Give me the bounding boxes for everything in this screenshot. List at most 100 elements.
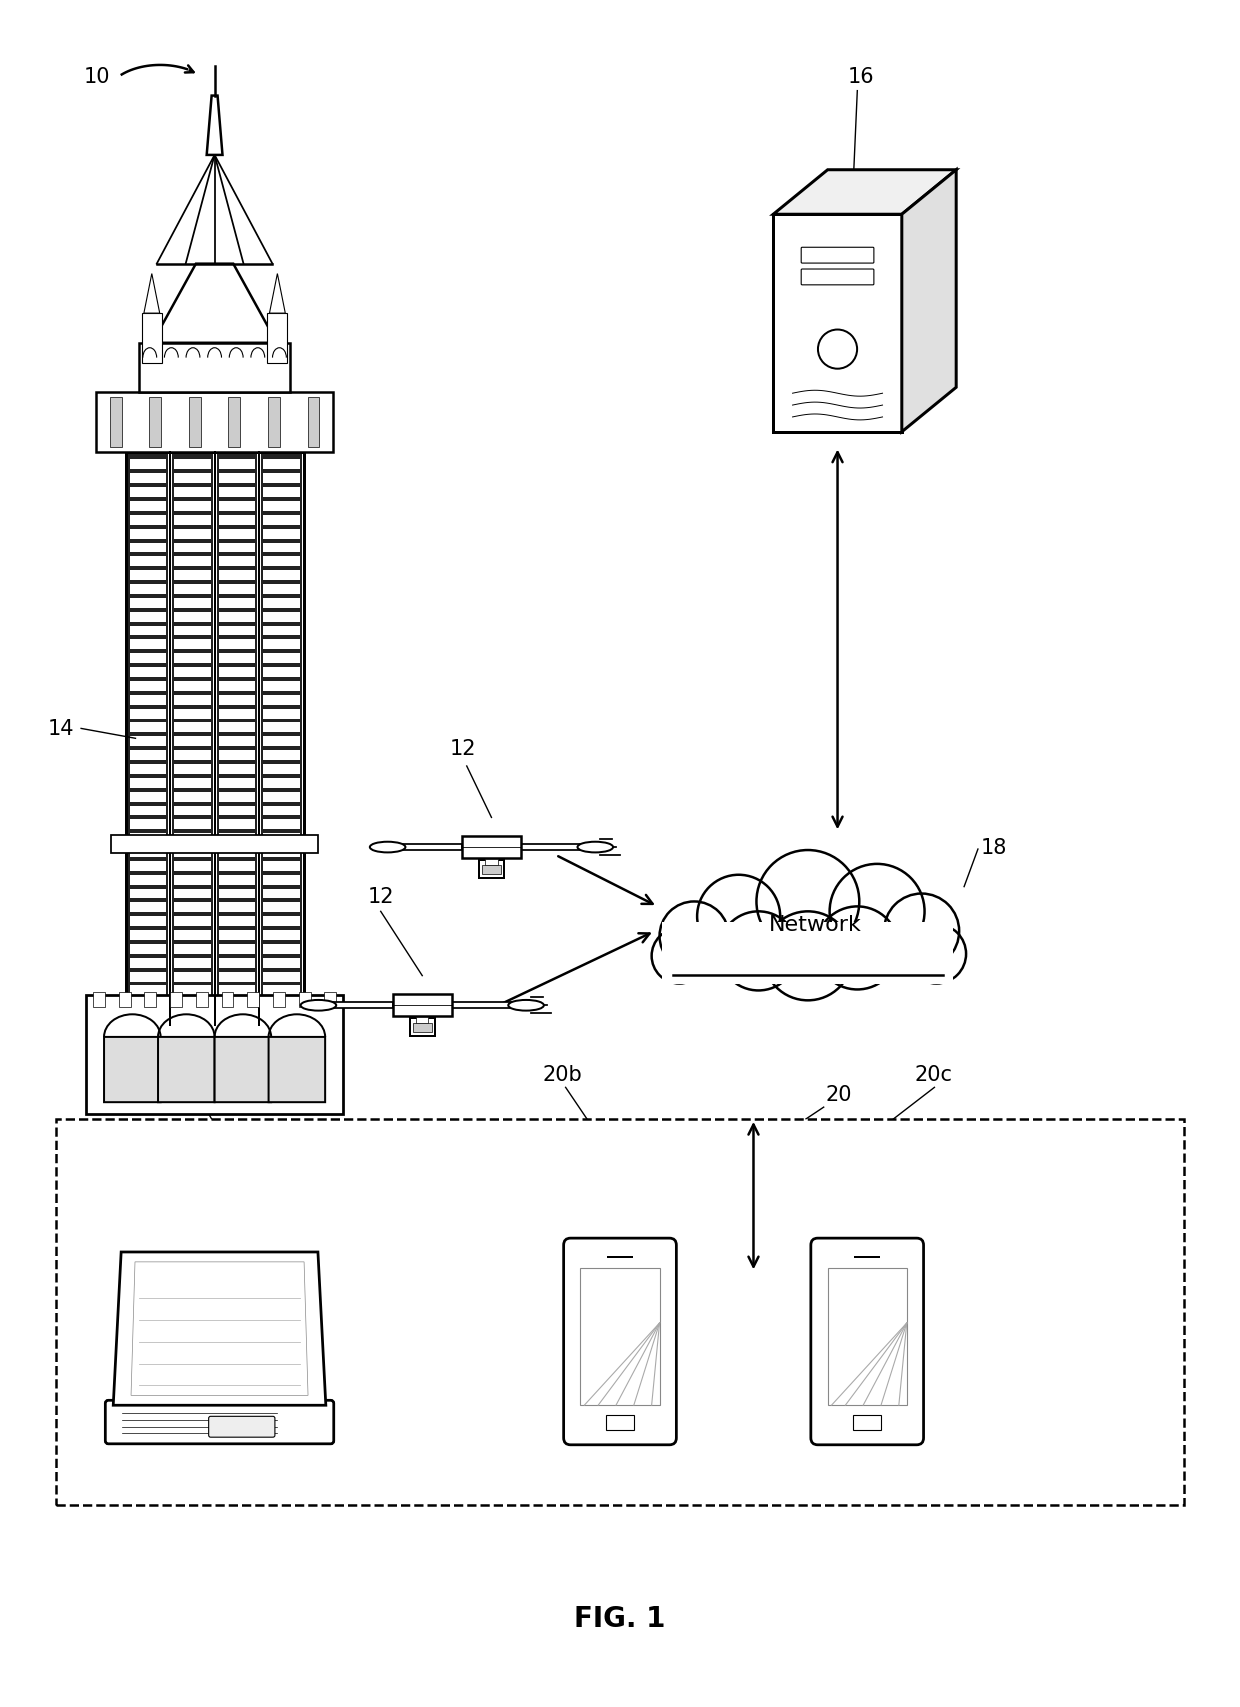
Bar [263,848,300,857]
Bar [268,398,280,447]
Bar [218,640,255,650]
Bar [129,848,166,857]
Bar [218,543,255,553]
Bar [222,993,233,1007]
Bar [174,502,211,512]
Bar [129,751,166,761]
Bar [129,862,166,871]
Bar [129,1000,166,1009]
Bar [218,475,255,483]
Polygon shape [131,1261,308,1396]
Bar [129,876,166,886]
Bar [129,903,166,913]
Text: 20b: 20b [543,1065,583,1084]
Bar [263,944,300,954]
Bar [174,765,211,775]
Bar [263,475,300,483]
Bar [218,737,255,746]
Bar [174,944,211,954]
Bar [174,681,211,691]
Bar [174,876,211,886]
Bar [827,1268,906,1405]
Bar [521,845,595,850]
Text: 12: 12 [368,888,394,906]
Bar [268,314,288,364]
Bar [485,859,497,865]
Circle shape [884,894,960,970]
Bar [263,1000,300,1009]
Bar [174,930,211,941]
Bar [662,922,954,985]
Bar [174,586,211,594]
Bar [129,556,166,567]
FancyBboxPatch shape [801,248,874,265]
Bar [218,586,255,594]
Bar [129,889,166,900]
Bar [174,792,211,802]
Bar [263,876,300,886]
Bar [218,944,255,954]
Bar [174,667,211,678]
Bar [174,708,211,719]
Bar [308,398,320,447]
Bar [263,792,300,802]
Bar [174,903,211,913]
Bar [174,1014,211,1024]
Bar [174,640,211,650]
Bar [218,903,255,913]
Text: FIG. 1: FIG. 1 [574,1605,666,1632]
Bar [129,806,166,816]
FancyBboxPatch shape [157,1038,215,1103]
Bar [218,626,255,637]
Bar [95,393,334,452]
Ellipse shape [508,1000,544,1011]
Text: 12: 12 [450,739,476,758]
Bar [129,765,166,775]
Bar [451,1002,526,1009]
Bar [263,516,300,526]
Bar [129,529,166,539]
Bar [263,987,300,995]
Bar [263,599,300,608]
Bar [174,848,211,857]
Text: 20c: 20c [915,1065,952,1084]
FancyBboxPatch shape [104,1038,161,1103]
Bar [662,922,954,985]
Bar [482,865,501,874]
Bar [119,993,130,1007]
Bar [247,993,259,1007]
Bar [129,461,166,469]
Bar [580,1268,660,1405]
Bar [110,398,122,447]
Bar [263,917,300,927]
Bar [174,461,211,469]
Bar [263,586,300,594]
Bar [144,993,156,1007]
Bar [263,488,300,498]
Bar [129,724,166,732]
Bar [218,778,255,789]
Circle shape [830,864,925,959]
Bar [218,599,255,608]
Bar [263,724,300,732]
Bar [218,613,255,623]
Bar [174,613,211,623]
Bar [218,971,255,982]
Bar [263,543,300,553]
Bar [263,640,300,650]
Bar [606,1415,634,1430]
Circle shape [756,850,859,953]
Bar [218,751,255,761]
Bar [263,930,300,941]
Bar [263,889,300,900]
Bar [129,708,166,719]
Circle shape [652,929,707,983]
Bar [129,971,166,982]
Bar [299,993,310,1007]
Ellipse shape [370,842,405,854]
Bar [263,971,300,982]
Bar [174,889,211,900]
Polygon shape [774,171,956,215]
Bar [273,993,285,1007]
Text: 16: 16 [847,67,874,87]
